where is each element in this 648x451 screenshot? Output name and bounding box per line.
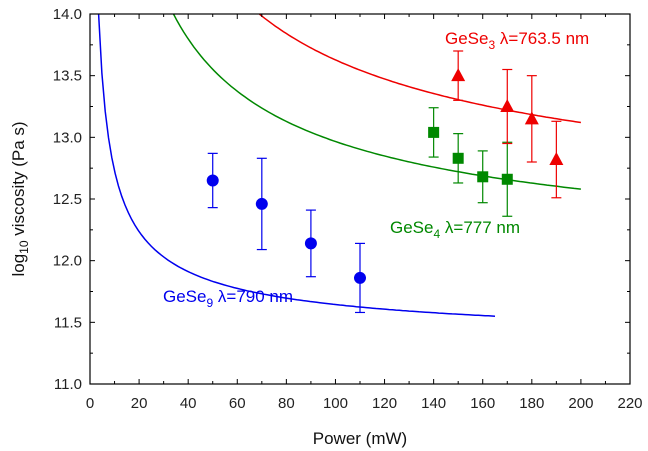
series-label-base: GeSe — [390, 218, 433, 237]
fit-curve — [258, 13, 582, 124]
series-label-rest: λ=777 nm — [440, 218, 520, 237]
y-tick-label: 11.5 — [54, 314, 82, 331]
series-label-subscript: 9 — [206, 296, 213, 310]
y-tick-label: 12.0 — [53, 253, 82, 270]
x-tick-label: 80 — [278, 395, 295, 412]
series-label: GeSe3 λ=763.5 nm — [445, 29, 589, 52]
y-tick-label: 14.0 — [53, 6, 82, 23]
series-label-subscript: 4 — [433, 227, 440, 241]
data-point-triangle — [500, 99, 515, 112]
y-tick-label: 13.5 — [53, 68, 82, 85]
series-label-rest: λ=790 nm — [213, 287, 293, 306]
x-tick-label: 140 — [421, 395, 446, 412]
y-axis-label: log10 viscosity (Pa s) — [9, 121, 31, 276]
y-axis-label-subscript: 10 — [17, 240, 31, 254]
x-tick-label: 160 — [470, 395, 495, 412]
y-axis-label-rest: viscosity (Pa s) — [9, 121, 28, 240]
x-axis-label: Power (mW) — [313, 429, 407, 448]
data-point-triangle — [549, 152, 564, 166]
data-markers — [206, 68, 564, 284]
x-axis-ticks: 0 20 40 60 80 100 120 140 160 180 200 220 — [86, 14, 643, 412]
series-label: GeSe4 λ=777 nm — [390, 218, 520, 241]
data-point-square — [452, 152, 464, 164]
data-point-circle — [206, 174, 219, 187]
y-tick-label: 11.0 — [54, 376, 82, 393]
data-point-circle — [255, 197, 268, 210]
y-tick-label: 13.0 — [53, 129, 82, 146]
x-tick-label: 120 — [372, 395, 397, 412]
x-tick-label: 40 — [180, 395, 197, 412]
fit-curve — [172, 13, 581, 190]
data-point-square — [477, 171, 489, 183]
fit-curves — [97, 13, 582, 317]
x-tick-label: 180 — [519, 395, 544, 412]
x-tick-label: 100 — [323, 395, 348, 412]
series-label-base: GeSe — [445, 29, 488, 48]
data-point-triangle — [524, 111, 539, 125]
data-point-circle — [354, 271, 366, 284]
data-point-circle — [304, 237, 317, 250]
x-tick-label: 220 — [617, 395, 642, 412]
series-label-base: GeSe — [163, 287, 206, 306]
series-label-rest: λ=763.5 nm — [495, 29, 589, 48]
series-label: GeSe9 λ=790 nm — [163, 287, 293, 310]
y-axis-ticks: 11.0 11.5 12.0 12.5 13.0 13.5 14.0 — [53, 6, 630, 393]
x-tick-label: 200 — [568, 395, 593, 412]
y-tick-label: 12.5 — [53, 191, 82, 208]
x-tick-label: 60 — [229, 395, 246, 412]
data-point-triangle — [451, 68, 466, 82]
series-label-subscript: 3 — [488, 38, 495, 52]
y-axis-label-prefix: log — [9, 254, 28, 277]
data-point-square — [501, 173, 513, 185]
fit-curve — [97, 13, 496, 317]
data-point-square — [428, 126, 440, 138]
x-tick-label: 20 — [131, 395, 148, 412]
x-tick-label: 0 — [86, 395, 94, 412]
